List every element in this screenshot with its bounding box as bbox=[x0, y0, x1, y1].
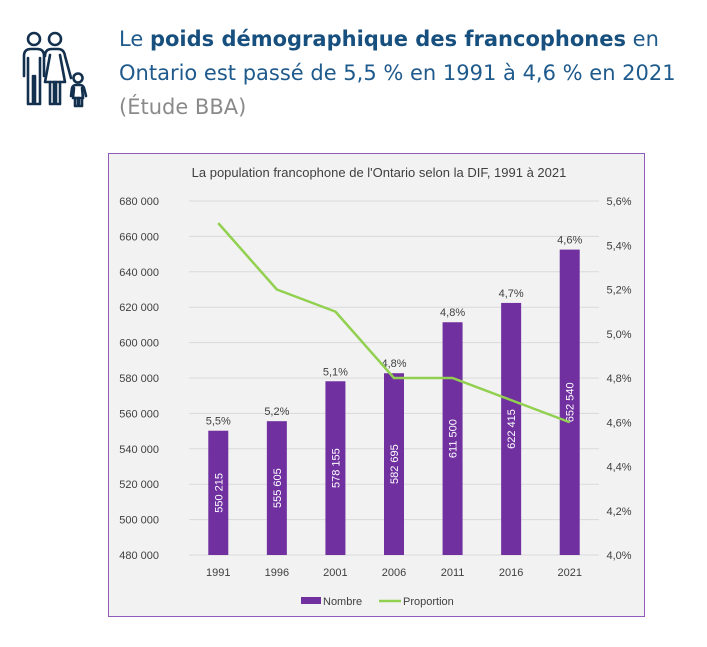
left-tick-label: 620 000 bbox=[119, 302, 159, 314]
left-tick-label: 600 000 bbox=[119, 338, 159, 350]
right-tick-label: 5,4% bbox=[606, 240, 631, 252]
x-tick-label: 2021 bbox=[557, 567, 581, 579]
proportion-line bbox=[217, 222, 571, 424]
bar-value-label: 578 155 bbox=[330, 448, 342, 488]
bar-value-label: 652 540 bbox=[565, 382, 577, 422]
legend: Nombre Proportion bbox=[301, 596, 454, 608]
bar-value-label: 611 500 bbox=[448, 419, 460, 458]
left-tick-label: 680 000 bbox=[119, 196, 159, 208]
bar bbox=[208, 430, 229, 555]
left-tick-label: 500 000 bbox=[119, 515, 159, 527]
headline-bold: poids démographique des francophones bbox=[149, 27, 626, 51]
legend-label-nombre: Nombre bbox=[323, 596, 362, 608]
x-tick-label: 2006 bbox=[382, 567, 406, 579]
x-tick-label: 2001 bbox=[323, 567, 347, 579]
right-tick-label: 4,4% bbox=[606, 462, 631, 474]
left-tick-label: 660 000 bbox=[119, 231, 159, 243]
bar bbox=[559, 249, 580, 556]
family-icon bbox=[14, 30, 96, 110]
chart-title: La population francophone de l'Ontario s… bbox=[192, 165, 567, 180]
proportion-data-label: 5,2% bbox=[264, 406, 289, 418]
bar bbox=[325, 381, 346, 555]
headline: Le poids démographique des francophones … bbox=[119, 22, 679, 124]
bars: 550 215 5,5% 555 605 5,2% 578 155 5,1% 582 695… bbox=[206, 235, 582, 556]
x-tick-label: 2011 bbox=[441, 567, 465, 579]
proportion-data-label: 4,7% bbox=[499, 288, 524, 300]
right-tick-label: 4,2% bbox=[606, 506, 631, 518]
left-tick-label: 540 000 bbox=[119, 444, 159, 456]
proportion-data-label: 4,6% bbox=[557, 235, 582, 247]
right-tick-label: 5,6% bbox=[606, 196, 631, 208]
headline-prefix: Le bbox=[119, 27, 150, 51]
proportion-data-label: 5,5% bbox=[206, 416, 231, 428]
right-tick-label: 4,0% bbox=[606, 550, 631, 562]
right-tick-label: 4,6% bbox=[606, 417, 631, 429]
x-tick-label: 2016 bbox=[499, 567, 523, 579]
gridlines bbox=[189, 200, 599, 556]
left-tick-label: 520 000 bbox=[119, 479, 159, 491]
bar-value-label: 550 215 bbox=[213, 473, 225, 513]
bar bbox=[501, 302, 522, 555]
headline-rest: en Ontario est passé de 5,5 % en 1991 à … bbox=[119, 27, 676, 85]
x-tick-label: 1991 bbox=[206, 567, 230, 579]
proportion-data-label: 4,8% bbox=[440, 307, 465, 319]
chart: La population francophone de l'Ontario s… bbox=[119, 165, 632, 608]
bar-value-label: 555 605 bbox=[272, 468, 284, 508]
left-tick-label: 580 000 bbox=[119, 373, 159, 385]
right-tick-label: 4,8% bbox=[606, 373, 631, 385]
right-tick-label: 5,2% bbox=[606, 285, 631, 297]
legend-swatch-nombre bbox=[301, 597, 321, 604]
left-tick-label: 640 000 bbox=[119, 267, 159, 279]
bar-value-label: 622 415 bbox=[506, 409, 518, 449]
left-tick-label: 560 000 bbox=[119, 408, 159, 420]
bar bbox=[384, 373, 404, 555]
left-axis: 480 000 500 000 520 000 540 000 560 000 580 0… bbox=[119, 196, 159, 562]
legend-label-proportion: Proportion bbox=[403, 596, 454, 608]
chart-container: La population francophone de l'Ontario s… bbox=[108, 153, 645, 617]
right-axis: 4,0% 4,2% 4,4% 4,6% 4,8% 5,0% 5,2% 5,4% 5,6% bbox=[606, 196, 631, 562]
bar bbox=[266, 421, 287, 555]
proportion-data-label: 5,1% bbox=[323, 366, 348, 378]
right-tick-label: 5,0% bbox=[606, 329, 631, 341]
x-tick-label: 1996 bbox=[265, 567, 289, 579]
headline-source: (Étude BBA) bbox=[119, 95, 247, 119]
left-tick-label: 480 000 bbox=[119, 550, 159, 562]
bar-value-label: 582 695 bbox=[389, 444, 401, 484]
x-axis: 1991 1996 2001 2006 2011 2016 2021 bbox=[206, 567, 582, 579]
proportion-data-label: 4,8% bbox=[381, 358, 406, 370]
